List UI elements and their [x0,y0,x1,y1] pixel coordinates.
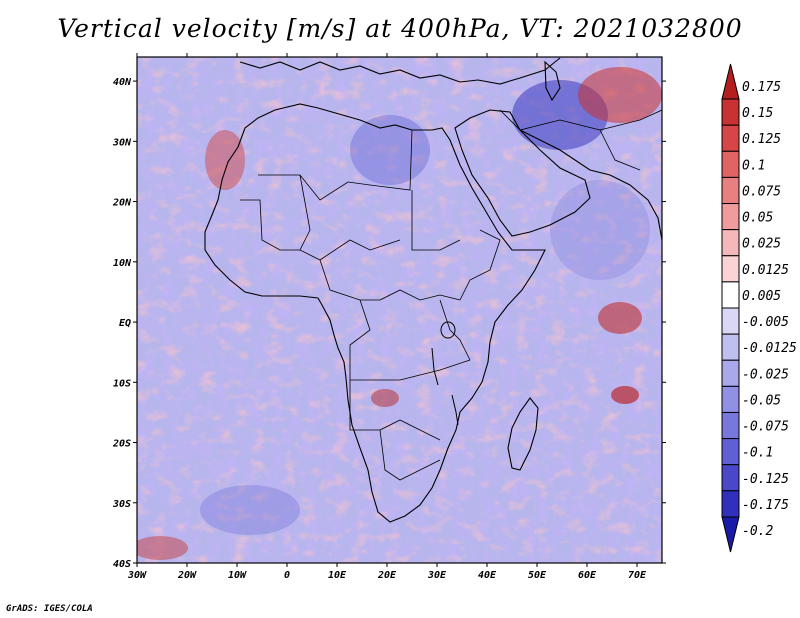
colorbar-top-triangle [721,63,740,100]
colorbar-level-label: -0.0125 [742,341,797,356]
lat-tick-label: 10S [113,378,131,389]
lon-tick-label: 30E [427,570,447,581]
lon-tick-label: 50E [528,570,547,581]
colorbar-swatch [721,359,740,387]
longitude-axis: 30W 20W 10W 0 10E 20E 30E 40E 50E 60E 70E [127,53,647,581]
colorbar-swatch [721,464,740,492]
colorbar-swatch [721,176,740,205]
border-east-africa [439,299,471,361]
europe-coastline [239,57,561,85]
colorbar-level-label: -0.125 [742,472,789,487]
colorbar-level-label: -0.075 [742,420,789,435]
strong-ascent-indian-ocean-south [611,386,639,404]
colorbar-swatch [721,438,740,466]
colorbar-swatch [721,281,740,309]
lat-tick-label: 40S [113,559,131,570]
colorbar-swatch [721,255,740,283]
lon-tick-label: 10W [228,570,247,581]
lon-tick-label: 70E [628,570,647,581]
descent-libya [350,115,430,185]
persian-gulf-coast [519,129,662,241]
colorbar-level-label: 0.15 [742,106,773,121]
colorbar-swatch [721,333,740,361]
colorbar-level-label: 0.1 [742,158,765,173]
border-central-band [319,259,461,301]
colorbar-swatch [721,385,740,413]
colorbar-swatch [721,203,740,231]
grads-credit: GrADS: IGES/COLA [6,604,93,614]
lon-tick-label: 20E [377,570,397,581]
lat-tick-label: 10N [113,258,132,269]
colorbar-swatch [721,150,740,178]
border-libya-egypt-sudan [411,190,461,251]
descent-south-atlantic [200,485,300,535]
strong-ascent-central-asia [578,67,662,123]
colorbar-swatch [721,229,740,257]
lake-victoria [440,321,456,339]
lat-tick-label: 30N [112,137,132,148]
colorbar-level-label: 0.0125 [742,263,789,278]
colorbar-swatch [721,307,740,335]
colorbar-level-label: 0.125 [742,132,781,147]
colorbar-swatch [721,411,740,440]
lat-tick-label: EQ [119,318,131,329]
lon-tick-label: 0 [284,570,290,581]
lon-tick-label: 10E [328,570,347,581]
madagascar-coastline [507,397,539,471]
colorbar-level-label: -0.005 [742,315,789,330]
colorbar-level-label: -0.175 [742,498,789,513]
ascent-south-atlantic [137,536,188,560]
velocity-field [137,57,662,563]
colorbar-level-label: -0.025 [742,367,789,382]
colorbar-level-label: 0.175 [742,80,781,95]
map-title: Vertical velocity [m/s] at 400hPa, VT: 2… [57,14,743,43]
lat-tick-label: 20N [112,198,132,209]
border-angola-zambia [349,380,441,441]
lake-malawi [451,394,459,426]
lon-tick-label: 20W [177,570,197,581]
colorbar-level-label: 0.05 [742,211,773,226]
colorbar-swatch [721,490,740,518]
ascent-nw-africa [205,130,245,190]
colorbar: 0.175 0.15 0.125 0.1 0.075 0.05 0.025 0.0125 0.0… [721,63,797,553]
lat-tick-label: 20S [112,439,131,450]
coastlines [204,57,662,523]
lon-tick-label: 30W [127,570,147,581]
ascent-angola [371,389,399,407]
colorbar-level-label: -0.1 [742,446,773,461]
lat-tick-label: 40N [113,77,132,88]
colorbar-level-label: 0.075 [742,184,781,199]
lake-tanganyika [431,347,439,386]
colorbar-swatch [721,98,740,126]
lakes [431,321,459,426]
country-borders [240,109,662,481]
arabia-coastline [454,109,591,237]
colorbar-level-label: -0.05 [742,393,781,408]
strong-ascent-indian-ocean [598,302,642,334]
lon-tick-label: 60E [578,570,597,581]
colorbar-level-label: -0.2 [742,524,773,539]
border-namibia-botswana [379,429,441,481]
border-middle-east [499,109,662,131]
caspian-coast [544,60,561,102]
africa-coastline [204,103,546,523]
descent-arabian-sea [550,180,650,280]
border-horn [459,229,501,301]
lat-tick-label: 30S [112,499,131,510]
colorbar-level-label: 0.005 [742,289,781,304]
latitude-axis: 40N 30N 20N 10N EQ 10S 20S 30S 40S [112,77,666,570]
colorbar-bottom-triangle [721,516,740,553]
colorbar-level-label: 0.025 [742,237,781,252]
border-west-africa [240,199,300,251]
border-iran-pakistan [599,129,641,171]
plot-frame [136,56,663,564]
lon-tick-label: 40E [478,570,497,581]
colorbar-swatch [721,124,740,152]
